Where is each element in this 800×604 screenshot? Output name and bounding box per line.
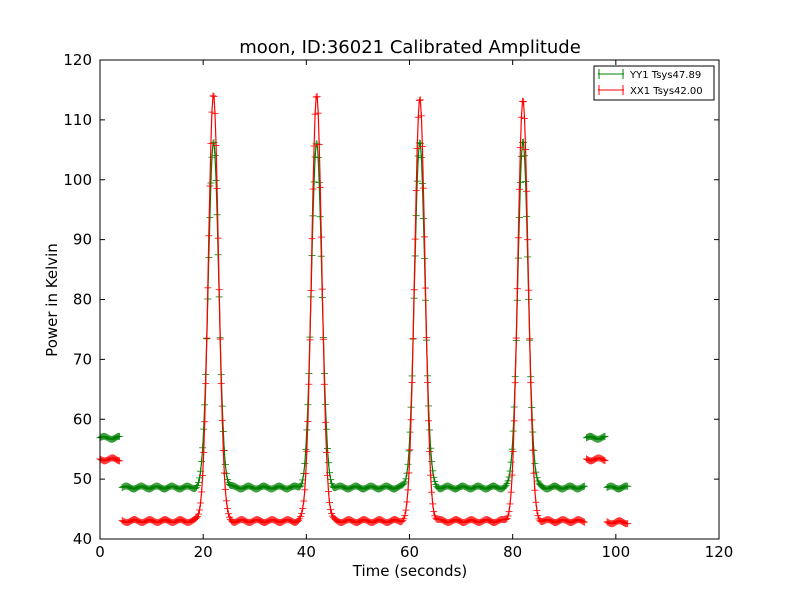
x-tick-label-0: 0 <box>95 543 105 561</box>
x-tick-label-120: 120 <box>705 543 734 561</box>
series-markers-1-segment-1 <box>118 92 588 527</box>
y-tick-label-80: 80 <box>73 291 92 309</box>
x-tick-label-60: 60 <box>400 543 419 561</box>
chart-title: moon, ID:36021 Calibrated Amplitude <box>239 37 581 58</box>
y-tick-label-100: 100 <box>63 171 92 189</box>
legend-label-xx1: XX1 Tsys42.00 <box>630 86 703 97</box>
series-markers-1-segment-3 <box>603 517 632 528</box>
y-tick-label-120: 120 <box>63 51 92 69</box>
legend: YY1 Tsys47.89 XX1 Tsys42.00 <box>593 65 715 101</box>
series-markers-0-segment-1 <box>118 138 588 493</box>
series-xx1 <box>96 92 632 528</box>
legend-label-yy1: YY1 Tsys47.89 <box>629 70 701 81</box>
series-yy1 <box>96 138 632 493</box>
x-axis-label: Time (seconds) <box>352 562 468 580</box>
series-markers-0-segment-3 <box>603 482 632 493</box>
series-markers-1-segment-2 <box>582 454 609 465</box>
y-axis-label: Power in Kelvin <box>43 243 61 357</box>
y-tick-label-70: 70 <box>73 350 92 368</box>
x-tick-label-40: 40 <box>297 543 316 561</box>
series-markers-1-segment-0 <box>96 454 124 465</box>
y-tick-label-40: 40 <box>73 530 92 548</box>
x-tick-label-80: 80 <box>503 543 522 561</box>
x-tick-label-100: 100 <box>602 543 631 561</box>
axis-ticks: 0 20 40 60 80 100 120 40 50 60 70 80 90 100 110 120 <box>63 51 733 561</box>
series-markers-0-segment-2 <box>582 432 609 443</box>
y-tick-label-90: 90 <box>73 231 92 249</box>
plot-area <box>96 92 632 528</box>
x-tick-label-20: 20 <box>194 543 213 561</box>
legend-box <box>593 65 715 101</box>
y-tick-label-110: 110 <box>63 111 92 129</box>
y-tick-label-50: 50 <box>73 470 92 488</box>
y-tick-label-60: 60 <box>73 410 92 428</box>
